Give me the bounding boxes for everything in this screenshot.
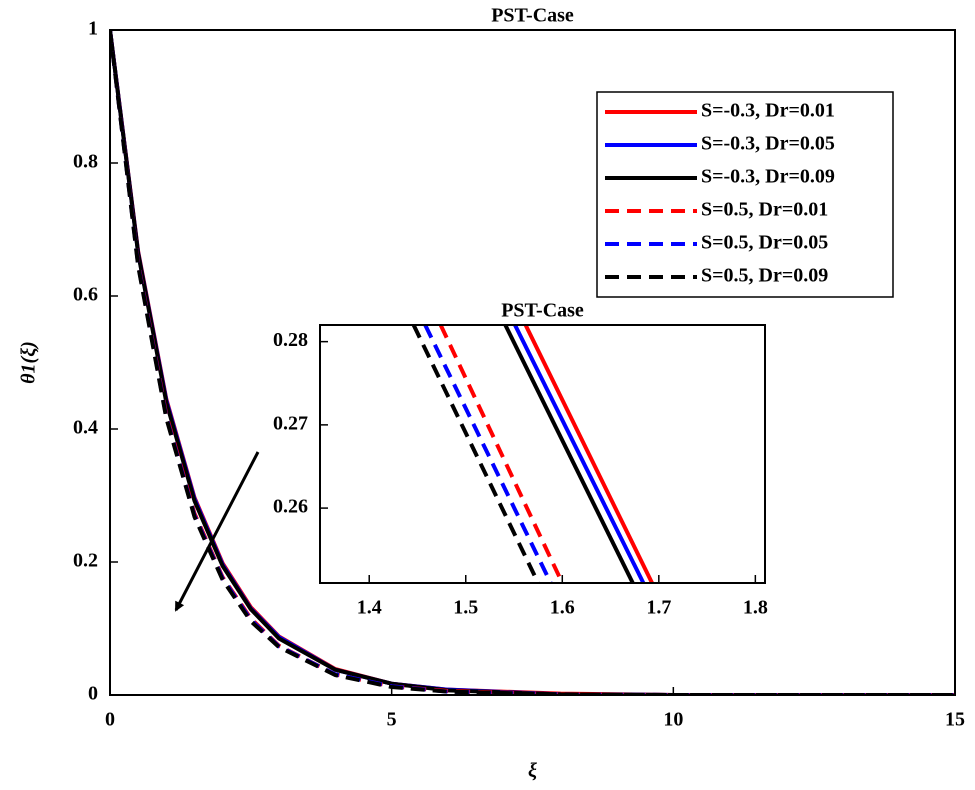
y-tick-label: 0.6: [73, 284, 98, 306]
y-tick-label: 1: [88, 18, 98, 40]
data-line: [411, 325, 540, 583]
x-tick-label: 5: [387, 709, 397, 731]
legend-label: S=-0.3, Dr=0.05: [701, 133, 835, 155]
legend-label: S=-0.3, Dr=0.09: [701, 166, 835, 188]
x-tick-label: 1.4: [357, 597, 382, 619]
legend-label: S=0.5, Dr=0.01: [701, 199, 828, 221]
x-tick-label: 1.7: [646, 597, 671, 619]
data-line: [423, 325, 553, 583]
chart-title: PST-Case: [501, 300, 584, 322]
axes-box: [109, 29, 956, 696]
x-axis-label: ξ: [528, 760, 537, 782]
data-line: [513, 325, 646, 583]
legend-label: S=0.5, Dr=0.09: [701, 265, 828, 287]
chart-title: PST-Case: [491, 5, 574, 27]
data-line: [503, 325, 635, 583]
x-tick-label: 1.8: [743, 597, 768, 619]
y-tick-label: 0.4: [73, 417, 98, 439]
trend-arrow: [174, 451, 260, 612]
y-tick-label: 0.28: [273, 329, 308, 351]
y-tick-label: 0.27: [273, 412, 308, 434]
x-tick-label: 15: [945, 709, 965, 731]
axes-box: [319, 324, 766, 584]
x-tick-label: 0: [105, 709, 115, 731]
data-line: [523, 325, 654, 583]
y-tick-label: 0.2: [73, 550, 98, 572]
legend-box: [596, 91, 894, 298]
y-tick-label: 0.26: [273, 496, 308, 518]
legend-label: S=0.5, Dr=0.05: [701, 232, 828, 254]
x-tick-label: 10: [663, 709, 683, 731]
x-tick-label: 1.6: [550, 597, 575, 619]
data-line: [438, 325, 565, 583]
plot-area: [320, 325, 765, 583]
plot-lines: [411, 325, 654, 583]
x-tick-label: 1.5: [453, 597, 478, 619]
y-tick-label: 0.8: [73, 151, 98, 173]
legend-label: S=-0.3, Dr=0.01: [701, 100, 835, 122]
y-tick-label: 0: [88, 683, 98, 705]
y-axis-label: θ1(ξ): [18, 341, 40, 384]
